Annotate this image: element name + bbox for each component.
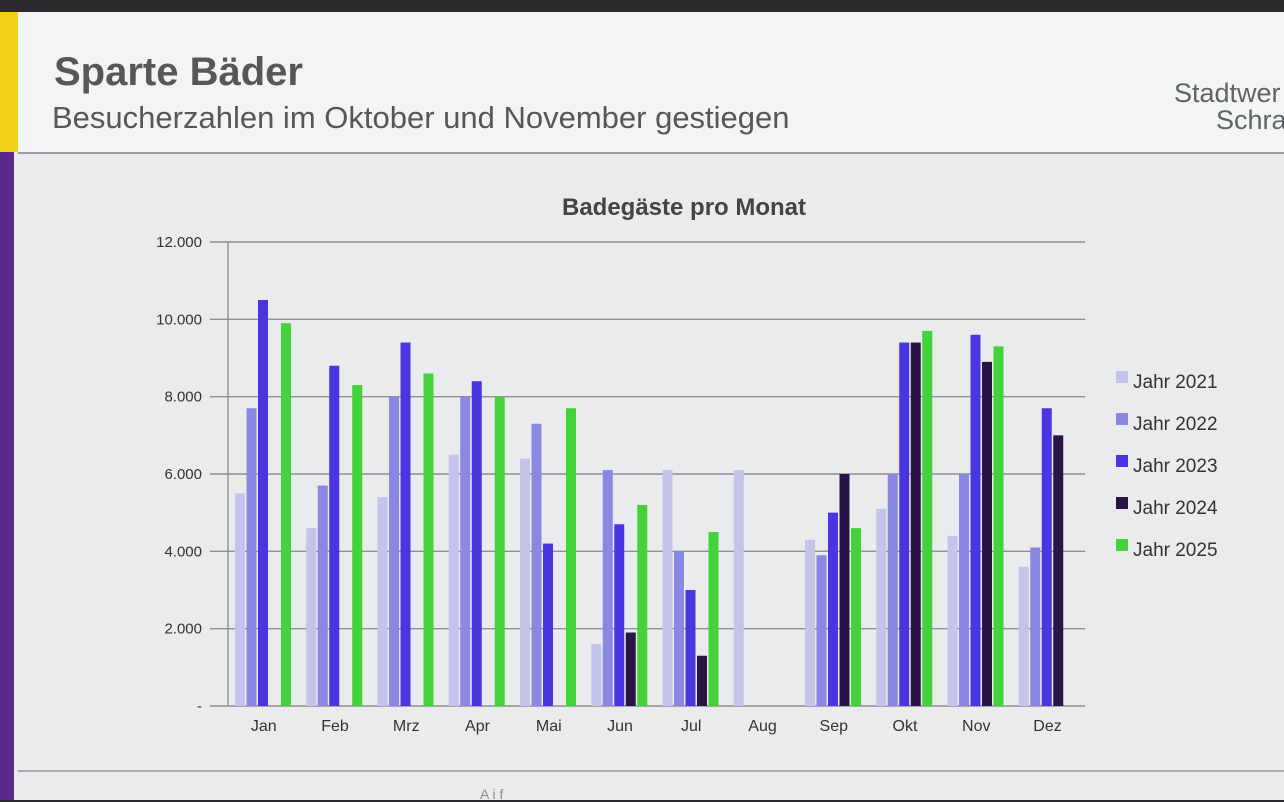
legend-label: Jahr 2024 [1133,498,1218,519]
legend-label: Jahr 2022 [1133,414,1218,435]
x-category-label: Dez [1033,718,1061,735]
bar [258,300,268,706]
legend-swatch [1116,371,1128,383]
bar [235,493,245,706]
x-category-label: Jan [251,718,277,735]
slide-title: Sparte Bäder [54,50,303,94]
bar [970,334,981,706]
x-axis-categories: Jan Feb Mrz Apr Mai Jun Jul Aug Sep Okt Nov Dez [251,718,1062,735]
bar [614,524,625,706]
x-category-label: Jul [681,718,701,735]
x-category-label: Nov [962,718,990,735]
bar [733,470,744,706]
bar [460,396,471,706]
y-tick-label: 2.000 [164,621,202,638]
y-tick-label: 4.000 [164,543,202,560]
bar [993,346,1004,706]
bar [662,470,673,706]
chart-bars [235,300,1064,706]
bar [377,497,388,706]
x-category-label: Jun [607,718,633,735]
bar [697,655,707,706]
x-category-label: Sep [820,718,849,735]
chart-title: Badegäste pro Monat [562,194,806,221]
y-tick-label: 8.000 [164,389,202,406]
x-category-label: Okt [893,718,918,735]
bar [816,555,827,706]
bar [531,423,542,706]
accent-stripe-purple [0,152,14,800]
bar [685,590,696,706]
footer-fragment: A i f [480,786,504,802]
bar [947,535,958,706]
slide-header [18,12,1284,154]
x-category-label: Feb [321,718,349,735]
bar [1053,435,1064,706]
bar [494,396,505,706]
bar [543,543,553,706]
bar [982,361,992,706]
bar [602,470,613,706]
y-tick-label: - [197,698,202,715]
bar [591,644,602,706]
legend-label: Jahr 2023 [1133,456,1218,477]
legend-swatch [1116,497,1128,509]
bar [448,454,459,706]
footer-divider [18,770,1284,772]
x-category-label: Apr [465,718,491,735]
bar [400,342,411,706]
legend-swatch [1116,455,1128,467]
bar [876,508,887,706]
bar [899,342,910,706]
chart-legend: Jahr 2021 Jahr 2022 Jahr 2023 Jahr 2024 Jahr… [1116,371,1218,561]
bar [1030,547,1041,706]
bar [389,396,399,706]
company-logo: Stadtwer Schra [1174,80,1284,134]
y-tick-label: 12.000 [156,234,202,251]
bar [246,408,257,706]
x-category-label: Mrz [393,718,420,735]
bar [708,532,719,706]
x-category-label: Mai [536,718,562,735]
bar [839,474,850,706]
y-tick-label: 6.000 [164,466,202,483]
bar [887,474,898,706]
bar [674,551,684,706]
bar [910,342,921,706]
logo-line-2: Schra [1216,105,1284,135]
bar [1041,408,1052,706]
bar [805,539,815,706]
legend-label: Jahr 2021 [1133,372,1218,393]
bar [922,330,933,706]
bar [471,381,482,706]
y-tick-label: 10.000 [156,311,202,328]
bar [637,504,648,706]
bar [329,365,340,706]
x-category-label: Aug [748,718,776,735]
bar [352,385,363,706]
bar [959,474,969,706]
bar [566,408,576,706]
bar [281,323,291,706]
legend-label: Jahr 2025 [1133,540,1218,561]
bar [851,528,861,706]
legend-swatch [1116,539,1128,551]
bar [828,512,838,706]
bar [423,373,434,706]
y-axis-ticks: - 2.000 4.000 6.000 8.000 10.000 12.000 [156,234,202,715]
bar [306,528,317,706]
bar [520,458,530,706]
bar [317,485,328,706]
logo-line-1: Stadtwer [1174,78,1281,108]
bar [625,632,636,706]
legend-swatch [1116,413,1128,425]
accent-stripe-yellow [0,12,18,152]
bar [1018,566,1029,706]
slide-subtitle: Besucherzahlen im Oktober und November g… [52,100,790,135]
